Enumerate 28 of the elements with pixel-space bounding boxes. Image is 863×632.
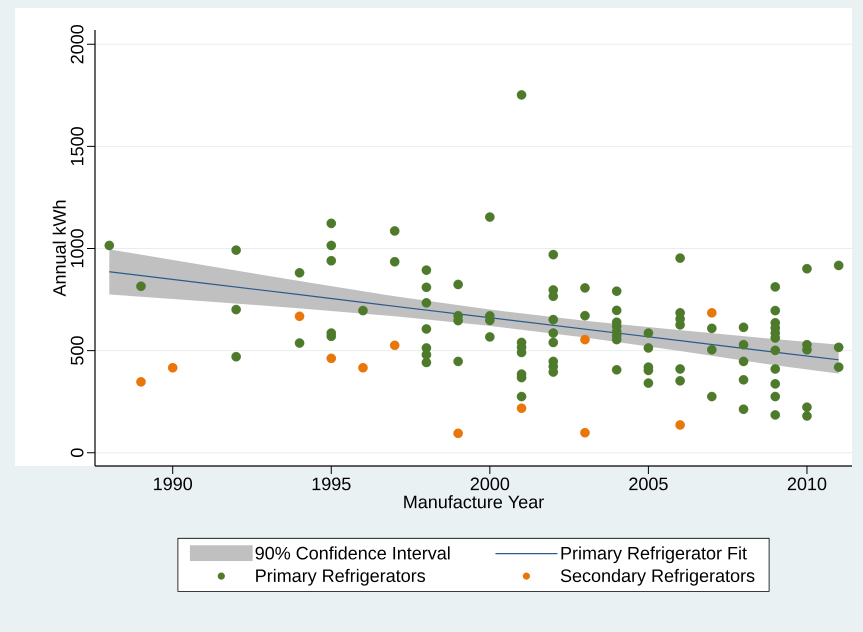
y-tick-label: 1000 — [70, 229, 84, 268]
point — [358, 362, 368, 373]
point — [516, 403, 526, 413]
x-tick-label: 1990 — [154, 478, 192, 490]
point — [136, 377, 146, 387]
point — [168, 362, 178, 373]
legend-label: Primary Refrigerators — [256, 568, 426, 586]
y-tick-label: 1500 — [70, 127, 84, 166]
legend-label: 90% Confidence Interval — [256, 546, 450, 560]
y-tick-label: 500 — [70, 336, 84, 365]
point — [675, 420, 685, 430]
x-tick-label: 2005 — [629, 478, 668, 490]
x-tick-label: 1995 — [312, 478, 351, 490]
y-tick-label: 2000 — [70, 24, 84, 64]
y-axis-title: Annual kWh — [52, 200, 66, 296]
legend-label: Primary Refrigerator Fit — [561, 546, 747, 564]
x-tick-label: 2010 — [788, 478, 826, 490]
x-tick-label: 2000 — [470, 478, 510, 490]
point — [326, 354, 336, 364]
y-tick-label: 0 — [70, 448, 84, 458]
point — [294, 312, 304, 322]
x-axis-title: Manufacture Year — [404, 495, 544, 508]
point — [580, 428, 590, 438]
point — [580, 334, 590, 344]
point — [453, 428, 463, 438]
point — [390, 340, 400, 350]
point — [707, 308, 717, 318]
legend-label: Secondary Refrigerators — [560, 568, 754, 586]
